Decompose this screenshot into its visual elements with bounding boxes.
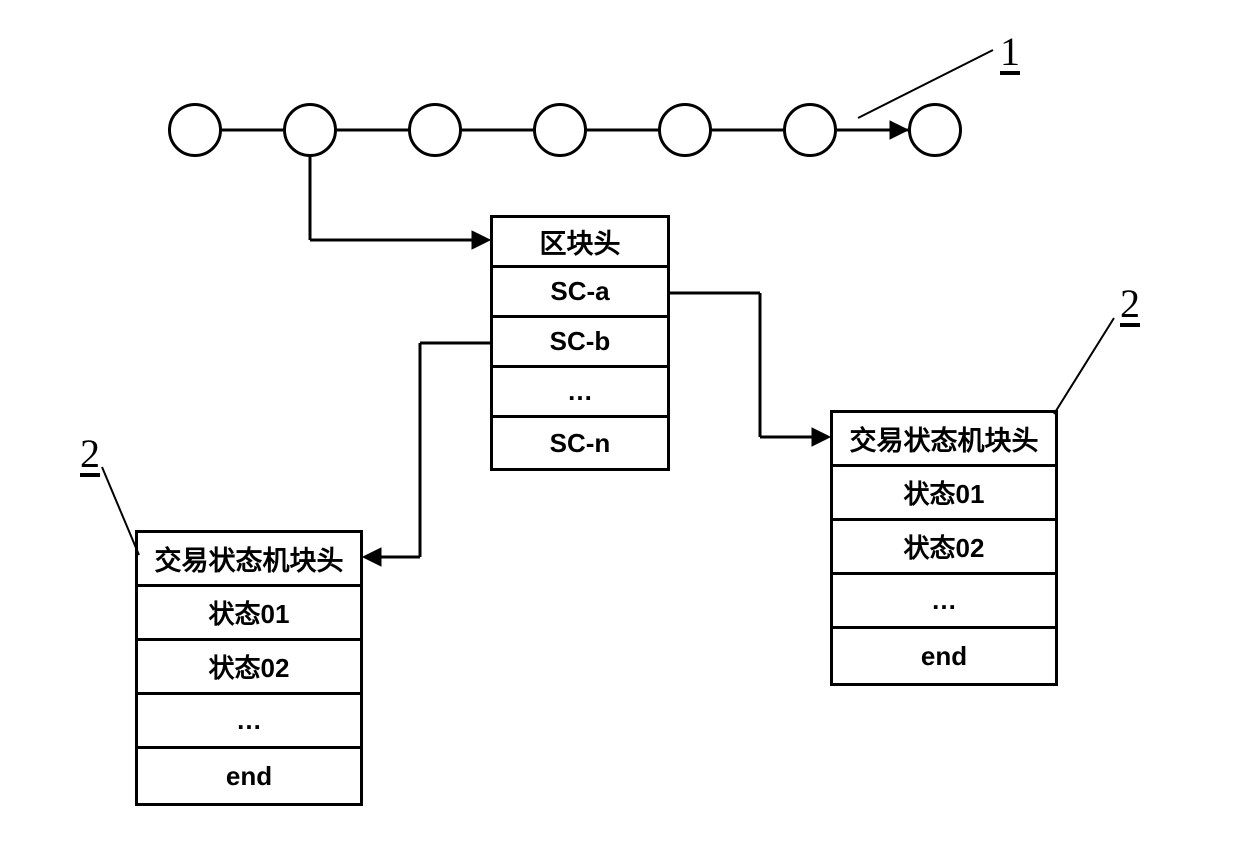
callout-label-1: 1 <box>1000 28 1020 75</box>
block-row: SC-n <box>493 418 667 468</box>
block-row: SC-b <box>493 318 667 368</box>
block-row: SC-a <box>493 268 667 318</box>
main-block: 区块头SC-aSC-b…SC-n <box>490 215 670 471</box>
block-header-row: 交易状态机块头 <box>138 533 360 587</box>
block-header-row: 区块头 <box>493 218 667 268</box>
chain-node <box>168 103 222 157</box>
block-row: 状态01 <box>833 467 1055 521</box>
chain-node <box>533 103 587 157</box>
block-row: end <box>833 629 1055 683</box>
state-machine-block-left: 交易状态机块头状态01状态02…end <box>135 530 363 806</box>
state-machine-block-right: 交易状态机块头状态01状态02…end <box>830 410 1058 686</box>
block-row: 状态01 <box>138 587 360 641</box>
block-header-row: 交易状态机块头 <box>833 413 1055 467</box>
block-row: 状态02 <box>138 641 360 695</box>
chain-node <box>658 103 712 157</box>
chain-node <box>908 103 962 157</box>
chain-node <box>408 103 462 157</box>
diagram-stage: 区块头SC-aSC-b…SC-n 交易状态机块头状态01状态02…end 交易状… <box>0 0 1240 859</box>
block-row: … <box>833 575 1055 629</box>
block-row: 状态02 <box>833 521 1055 575</box>
callout-label-2-left: 2 <box>80 430 100 477</box>
chain-node <box>283 103 337 157</box>
block-row: end <box>138 749 360 803</box>
chain-node <box>783 103 837 157</box>
block-row: … <box>138 695 360 749</box>
block-row: … <box>493 368 667 418</box>
callout-label-2-right: 2 <box>1120 280 1140 327</box>
